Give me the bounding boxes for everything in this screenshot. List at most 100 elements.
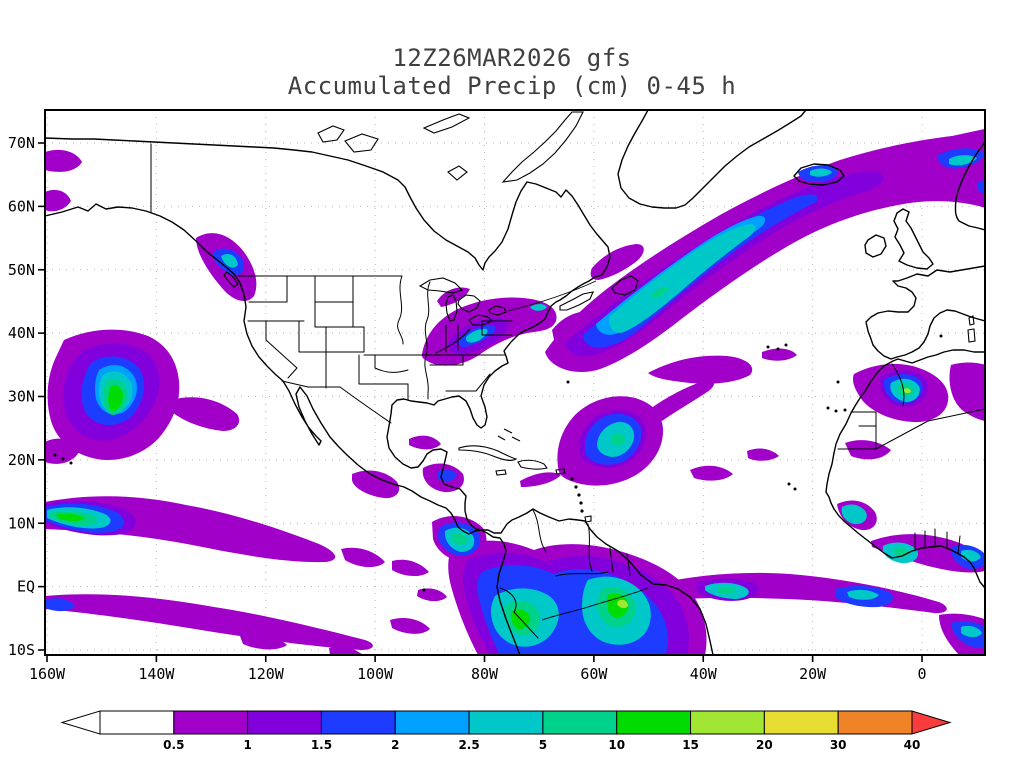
colorbar: 0.5 1 1.5 2 2.5 5 10 15 20 30 40 bbox=[60, 710, 952, 752]
precip-region-natl-band-l5 bbox=[609, 224, 756, 333]
islands-atlantic bbox=[566, 343, 847, 491]
borders-south-america bbox=[499, 509, 631, 639]
precip-region-epac-south bbox=[45, 438, 79, 464]
island-vancouver bbox=[223, 271, 239, 288]
island-canary bbox=[843, 408, 847, 412]
precip-region-matl-ring bbox=[648, 355, 753, 384]
precip-region-pnw-l5 bbox=[221, 254, 238, 268]
colorbar-segment bbox=[690, 710, 765, 735]
precip-region-wafr-l5 bbox=[841, 504, 867, 525]
precip-region-epac-east-streak bbox=[172, 397, 240, 431]
precip-region-epac-l7 bbox=[108, 385, 123, 411]
island-madeira bbox=[836, 380, 840, 384]
borders-us-states bbox=[237, 275, 513, 424]
precip-region-atlitcz-l6 bbox=[717, 586, 736, 595]
precip-region-tropatl-1 bbox=[690, 465, 733, 481]
colorbar-segment bbox=[542, 710, 618, 735]
y-axis-label: EQ bbox=[17, 578, 35, 596]
precip-region-afnw-l8 bbox=[904, 388, 911, 394]
island-trinidad bbox=[584, 515, 592, 523]
precip-region-neus-l5b bbox=[530, 304, 547, 311]
plot-titles: 12Z26MAR2026 gfs Accumulated Precip (cm)… bbox=[0, 44, 1024, 100]
island-dot bbox=[579, 501, 583, 505]
precip-region-alaska-coast bbox=[45, 189, 71, 212]
x-axis-label: 100W bbox=[357, 665, 394, 683]
coastline-britain bbox=[893, 208, 934, 270]
y-axis-label: 50N bbox=[8, 261, 35, 279]
river-amazon bbox=[541, 587, 649, 621]
x-axis-label: 160W bbox=[29, 665, 66, 683]
island-nova-scotia bbox=[559, 291, 594, 311]
y-axis-label: 10S bbox=[8, 641, 35, 659]
precip-region-pac-itcz-e2 bbox=[392, 559, 429, 577]
island-azores bbox=[776, 347, 780, 351]
river-st-lawrence bbox=[507, 280, 597, 312]
precip-region-atlitcz-l5b bbox=[847, 589, 879, 600]
x-axis-label: 20W bbox=[799, 665, 827, 683]
island-hispaniola bbox=[517, 459, 548, 470]
coastline-north-america-east bbox=[45, 137, 714, 655]
colorbar-segment bbox=[394, 710, 470, 735]
island-cape-verde bbox=[787, 482, 791, 486]
borders-africa bbox=[837, 363, 985, 555]
coastline-norway bbox=[954, 141, 985, 231]
precip-region-spac-p4 bbox=[417, 588, 447, 602]
island-dot bbox=[580, 509, 584, 513]
lake-michigan bbox=[445, 294, 458, 322]
island-canary bbox=[834, 409, 838, 413]
precip-region-cam-l6 bbox=[452, 533, 468, 545]
precip-region-great-lakes-north bbox=[437, 287, 470, 307]
island-bermuda bbox=[566, 380, 570, 384]
precip-region-carib-sw-streak bbox=[520, 472, 561, 487]
precip-region-rtedge-l3b bbox=[978, 179, 985, 195]
colorbar-tick-label: 30 bbox=[830, 738, 847, 752]
island-hawaii bbox=[61, 457, 65, 461]
coastline-europe bbox=[865, 265, 985, 360]
island-dot bbox=[570, 477, 574, 481]
colorbar-tick-label: 1 bbox=[243, 738, 251, 752]
colorbar-tick-label: 2.5 bbox=[458, 738, 479, 752]
colorbar-segment bbox=[247, 710, 322, 735]
precip-region-alaska-top bbox=[45, 149, 82, 172]
precip-region-spac-p2 bbox=[329, 646, 363, 655]
precip-region-spac-band bbox=[45, 594, 373, 650]
lake-huron bbox=[457, 294, 481, 313]
precip-region-ne-connector bbox=[552, 312, 585, 340]
x-axis-label: 60W bbox=[580, 665, 608, 683]
precip-region-spac-l3 bbox=[46, 598, 75, 612]
precip-region-spac-p1 bbox=[240, 634, 287, 650]
island-azores bbox=[784, 343, 788, 347]
y-axis-label: 70N bbox=[8, 134, 35, 152]
precip-region-tropatl-2 bbox=[747, 448, 779, 461]
island-newfoundland bbox=[611, 275, 639, 296]
y-axis-label: 60N bbox=[8, 197, 35, 215]
precip-region-gulf-streak bbox=[409, 435, 441, 450]
colorbar-segment bbox=[616, 710, 692, 735]
colorbar-right-arrow bbox=[911, 710, 952, 735]
islands-lesser-antilles bbox=[570, 477, 584, 513]
colorbar-tick-label: 40 bbox=[904, 738, 921, 752]
colorbar-segment bbox=[468, 710, 544, 735]
colorbar-tick-label: 0.5 bbox=[163, 738, 184, 752]
island-dot bbox=[577, 493, 581, 497]
colorbar-tick-label: 15 bbox=[682, 738, 699, 752]
coastline-iceland bbox=[793, 163, 845, 186]
island-hawaii bbox=[53, 453, 57, 457]
colorbar-tick-label: 5 bbox=[539, 738, 547, 752]
island-puerto-rico bbox=[555, 468, 566, 475]
precip-region-itcz-l7 bbox=[55, 513, 85, 522]
precip-region-iceland-l5 bbox=[810, 168, 832, 177]
island-cuba bbox=[458, 445, 518, 461]
island-azores bbox=[766, 345, 770, 349]
island-galapagos bbox=[422, 588, 426, 592]
coastlines bbox=[45, 110, 985, 655]
island-dot bbox=[574, 485, 578, 489]
precip-region-band-l6 bbox=[651, 287, 669, 299]
colorbar-segment bbox=[763, 710, 839, 735]
colorbar-segment bbox=[837, 710, 913, 735]
island-victoria bbox=[344, 133, 379, 153]
coastline-africa bbox=[825, 349, 985, 589]
y-axis-label: 20N bbox=[8, 451, 35, 469]
precip-region-azores bbox=[762, 348, 797, 361]
